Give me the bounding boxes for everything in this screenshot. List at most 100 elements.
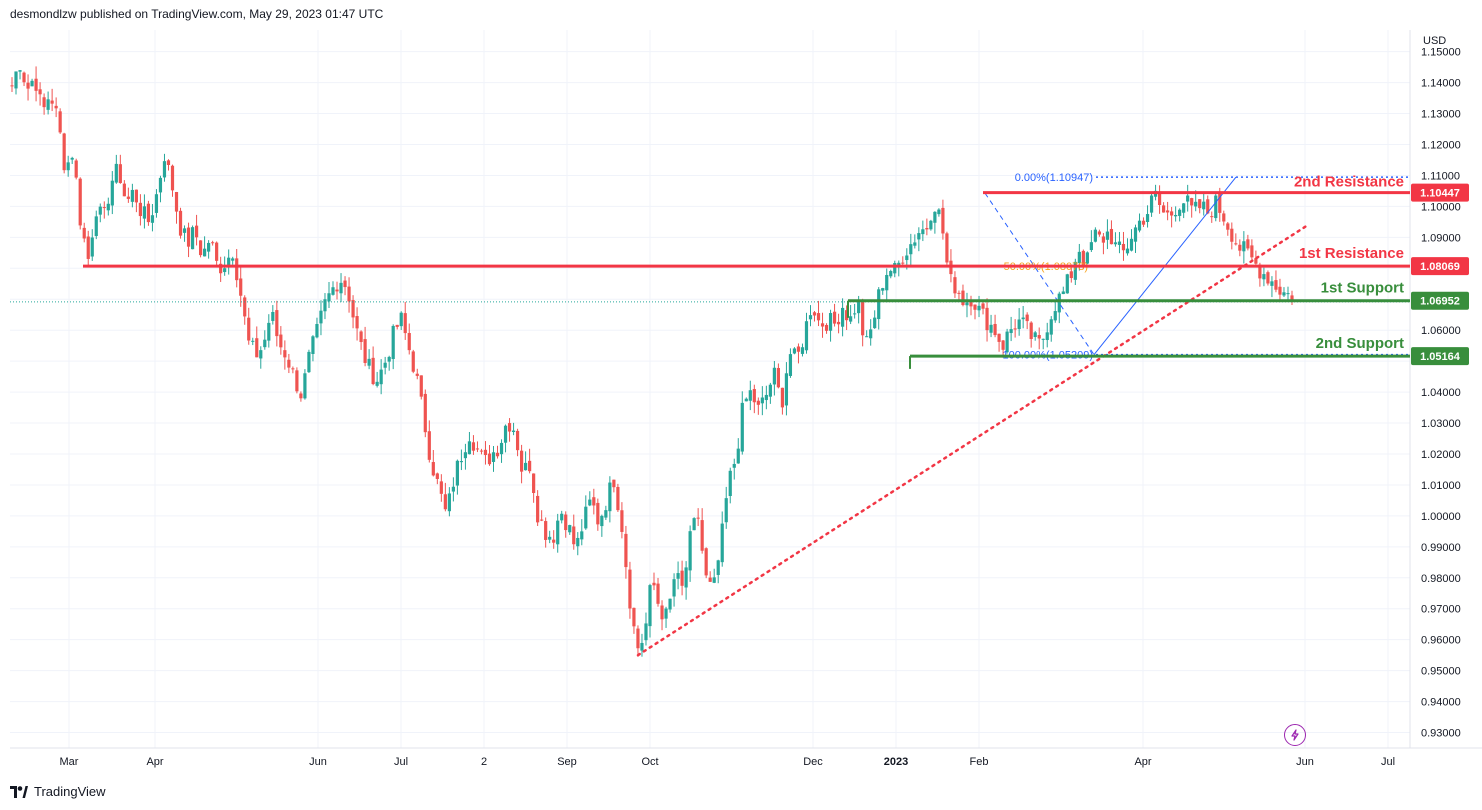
candle-body [584, 506, 588, 529]
candle-body [331, 287, 335, 295]
candle-body [235, 258, 239, 281]
candle-body [431, 462, 435, 476]
candle-body [700, 520, 704, 551]
fib-connector-line [984, 192, 1095, 355]
candle-body [748, 390, 752, 401]
candle-body [351, 300, 355, 318]
candle-body [1033, 332, 1037, 338]
candle-body [784, 373, 789, 406]
y-tick-label: 0.96000 [1421, 635, 1461, 647]
candle-body [134, 189, 138, 203]
candle-body [467, 441, 472, 455]
candle-body [564, 514, 568, 531]
y-tick-label: 1.01000 [1421, 480, 1461, 492]
y-tick-label: 1.04000 [1421, 387, 1461, 399]
candle-body [207, 242, 211, 252]
candle-body [760, 397, 764, 404]
lightning-icon[interactable] [1284, 724, 1306, 746]
y-tick-label: 0.99000 [1421, 542, 1461, 554]
candle-body [1250, 245, 1254, 258]
candle-body [355, 316, 359, 329]
price-tag [1411, 257, 1469, 276]
candle-body [792, 348, 797, 354]
candle-body [788, 354, 793, 376]
candle-body [150, 215, 155, 223]
candle-body [925, 228, 929, 230]
y-tick-label: 0.95000 [1421, 666, 1461, 678]
candle-body [1041, 338, 1045, 340]
candle-body [981, 303, 985, 309]
candle-body [327, 293, 331, 302]
candle-body [644, 623, 648, 641]
tradingview-logo-icon[interactable] [10, 785, 28, 798]
candle-body [608, 482, 612, 512]
candle-body [1073, 261, 1077, 280]
level-name-label: 1st Support [1321, 280, 1404, 297]
footer-brand[interactable]: TradingView [34, 784, 106, 799]
candle-body [475, 448, 480, 450]
price-tag [1411, 291, 1469, 310]
candle-body [243, 297, 247, 317]
candle-body [363, 339, 367, 363]
candle-body [1129, 238, 1134, 251]
candle-body [62, 133, 66, 171]
y-tick-label: 1.09000 [1421, 232, 1461, 244]
candle-body [295, 370, 299, 392]
candle-body [1274, 280, 1278, 290]
y-tick-label: 1.06000 [1421, 325, 1461, 337]
price-tag-label: 1.05164 [1420, 351, 1461, 363]
candle-body [90, 237, 94, 257]
candle-body [367, 358, 371, 366]
candle-body [146, 203, 151, 223]
candle-body [311, 336, 315, 354]
candle-body [1170, 211, 1174, 216]
candle-body [1262, 274, 1266, 280]
x-tick-label: Jul [394, 756, 408, 768]
candle-body [648, 585, 652, 627]
candle-body [106, 203, 110, 211]
candle-body [491, 452, 496, 462]
candle-body [1186, 195, 1190, 202]
candle-body [503, 425, 508, 443]
candle-body [130, 189, 134, 202]
candle-body [519, 450, 524, 472]
candle-body [339, 282, 343, 294]
candle-body [78, 178, 82, 226]
candle-body [166, 160, 171, 165]
candle-body [688, 531, 692, 571]
candle-body [929, 220, 933, 230]
candle-body [387, 356, 391, 362]
x-tick-label: Sep [557, 756, 577, 768]
candle-body [375, 381, 379, 386]
candle-body [303, 373, 307, 399]
candle-body [1230, 228, 1234, 242]
candle-body [1125, 248, 1130, 254]
candle-body [335, 289, 339, 292]
candle-body [1190, 198, 1194, 206]
candle-body [696, 517, 700, 519]
candle-body [893, 263, 897, 274]
candle-body [1137, 220, 1142, 231]
candle-body [985, 307, 989, 331]
candle-body [989, 324, 993, 333]
candle-body [1101, 236, 1106, 243]
candle-body [1222, 213, 1226, 222]
candle-body [1117, 241, 1122, 245]
candle-body [1045, 332, 1049, 341]
candle-body [1210, 216, 1214, 218]
candle-body [540, 519, 544, 521]
price-tag-label: 1.06952 [1420, 296, 1460, 308]
candle-body [1254, 258, 1258, 264]
candle-body [1194, 201, 1198, 207]
candle-body [965, 302, 969, 306]
candle-body [680, 570, 684, 586]
candle-body [263, 339, 267, 348]
candle-body [186, 227, 191, 247]
candle-body [849, 316, 853, 322]
candle-body [407, 332, 411, 351]
candle-body [1161, 205, 1166, 213]
candle-body [162, 161, 167, 178]
candle-body [1025, 314, 1029, 322]
candle-body [544, 521, 548, 540]
